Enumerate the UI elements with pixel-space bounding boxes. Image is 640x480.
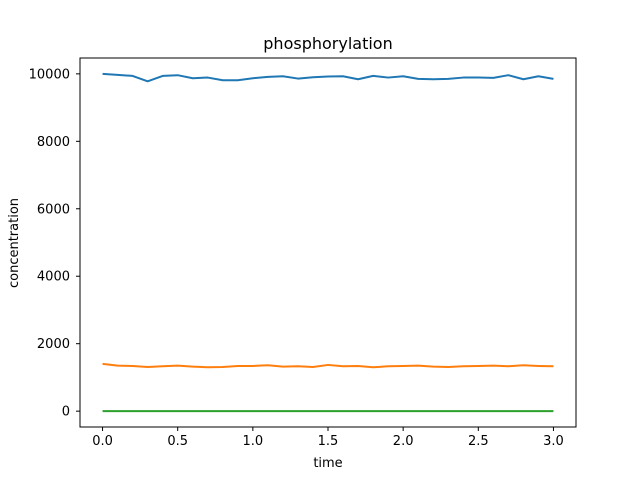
series-layer [102,72,554,413]
y-tick-label: 2000 [37,337,70,352]
y-tick-label: 8000 [37,135,70,150]
y-tick-label: 0 [62,405,70,420]
series-line-2 [102,362,554,369]
x-tick-label: 2.0 [393,434,414,449]
x-tick-label: 1.0 [243,434,264,449]
x-tick-label: 1.5 [318,434,339,449]
x-tick-label: 0.5 [167,434,188,449]
y-tick-label: 10000 [29,67,70,82]
y-axis: 0 2000 4000 6000 8000 10000 [29,67,80,420]
y-tick-label: 4000 [37,270,70,285]
y-tick-label: 6000 [37,202,70,217]
y-axis-label: concentration [7,198,22,288]
x-tick-label: 2.5 [468,434,489,449]
x-axis: 0.0 0.5 1.0 1.5 2.0 2.5 3.0 [92,427,564,449]
x-tick-label: 3.0 [543,434,564,449]
chart-title: phosphorylation [263,34,392,53]
series-line-1 [102,72,554,83]
x-tick-label: 0.0 [92,434,113,449]
x-axis-label: time [313,456,342,471]
